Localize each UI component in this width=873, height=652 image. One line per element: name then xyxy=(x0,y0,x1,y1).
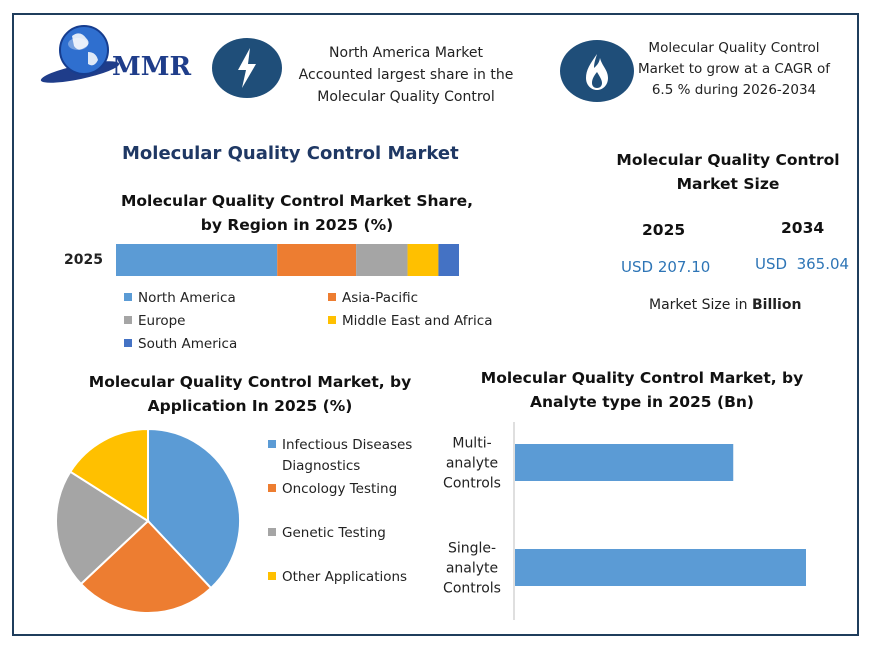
legend-swatch xyxy=(268,484,276,492)
region-bar-segment-3 xyxy=(407,244,439,276)
market-size-unit: Market Size in Billion xyxy=(649,297,801,313)
pie-slice-0 xyxy=(147,427,241,590)
legend-label: South America xyxy=(138,336,238,352)
region-bar-segment-0 xyxy=(116,244,278,276)
application-legend-item: Genetic Testing xyxy=(268,523,386,544)
pie-slice-3 xyxy=(68,427,149,523)
flame-icon xyxy=(586,54,608,90)
infographic-frame xyxy=(12,13,859,636)
application-legend-item: Infectious Diseases Diagnostics xyxy=(268,435,422,477)
application-legend-item: Other Applications xyxy=(268,567,407,588)
legend-swatch xyxy=(328,316,336,324)
region-legend-item: Asia-Pacific xyxy=(328,290,418,306)
globe-icon xyxy=(40,25,120,83)
mmr-logo: MMR xyxy=(32,22,197,84)
market-size-unit-prefix: Market Size in xyxy=(649,297,752,313)
header-card1-badge xyxy=(212,38,282,98)
legend-swatch xyxy=(124,316,132,324)
header-card2-text: Molecular Quality Control Market to grow… xyxy=(638,40,830,98)
header-card2-badge xyxy=(560,40,634,102)
market-size-unit-bold: Billion xyxy=(751,297,802,313)
region-chart-title: Molecular Quality Control Market Share, … xyxy=(120,192,474,234)
legend-label: Other Applications xyxy=(282,569,408,585)
main-title: Molecular Quality Control Market xyxy=(122,143,459,164)
legend-swatch xyxy=(268,528,276,536)
application-chart-title: Molecular Quality Control Market, by App… xyxy=(88,373,412,415)
legend-swatch xyxy=(328,293,336,301)
market-size-title: Molecular Quality Control Market Size xyxy=(616,151,840,193)
legend-label: North America xyxy=(138,290,236,306)
lightning-icon xyxy=(238,48,256,88)
legend-swatch xyxy=(268,572,276,580)
analyte-category-label: Controls xyxy=(443,581,501,597)
region-bar-segment-1 xyxy=(277,244,357,276)
analyte-chart-title: Molecular Quality Control Market, by Ana… xyxy=(480,369,804,411)
analyte-category-label: Multi- xyxy=(452,436,491,452)
pie-slice-2 xyxy=(55,470,150,586)
analyte-bar-1 xyxy=(515,549,806,586)
legend-label: Oncology Testing xyxy=(282,481,398,497)
region-legend-item: North America xyxy=(124,290,236,306)
region-legend-item: South America xyxy=(124,336,237,352)
region-legend-item: Middle East and Africa xyxy=(328,313,493,329)
analyte-category-label: Single- xyxy=(448,541,496,557)
region-bar-segment-4 xyxy=(438,244,459,276)
region-legend-item: Europe xyxy=(124,313,185,329)
header-card1-text: North America Market Accounted largest s… xyxy=(298,45,514,105)
region-bar-segment-2 xyxy=(356,244,408,276)
market-size-value-2025: USD 207.10 xyxy=(621,258,711,276)
analyte-category-label: Controls xyxy=(443,476,501,492)
legend-label: Middle East and Africa xyxy=(342,313,493,329)
analyte-category-label: analyte xyxy=(446,456,498,472)
analyte-bar-0 xyxy=(515,444,734,481)
legend-swatch xyxy=(268,440,276,448)
pie-slice-1 xyxy=(79,519,213,614)
analyte-bar-chart: Multi-analyte Controls Single-analyte Contr… xyxy=(443,422,806,620)
application-legend-item: Oncology Testing xyxy=(268,479,397,500)
legend-swatch xyxy=(124,293,132,301)
legend-swatch xyxy=(124,339,132,347)
logo-text: MMR xyxy=(112,52,192,82)
legend-label: Genetic Testing xyxy=(282,525,386,541)
region-chart-category-label: 2025 xyxy=(64,252,103,268)
market-size-year-2025: 2025 xyxy=(642,221,686,239)
legend-label: Asia-Pacific xyxy=(342,290,419,306)
legend-label: Infectious Diseases Diagnostics xyxy=(282,437,413,474)
analyte-category-label: analyte xyxy=(446,561,498,577)
market-size-value-2034: USD 365.04 xyxy=(755,255,850,273)
application-pie xyxy=(55,427,241,614)
market-size-year-2034: 2034 xyxy=(781,219,825,237)
region-stacked-bar xyxy=(116,244,459,276)
legend-label: Europe xyxy=(138,313,186,329)
